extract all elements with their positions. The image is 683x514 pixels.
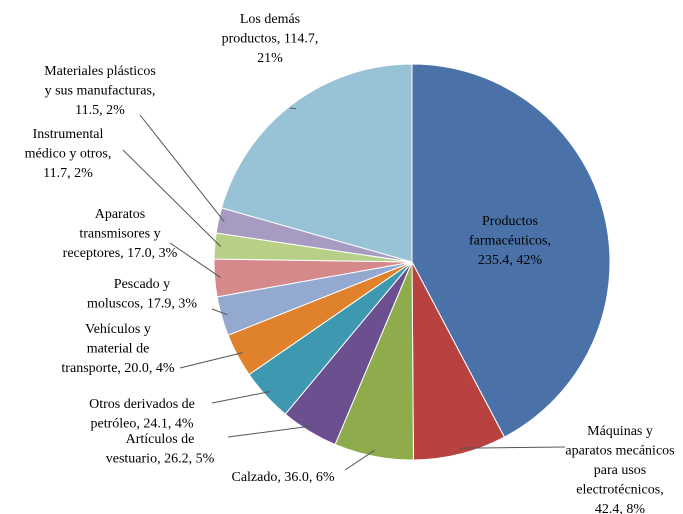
slice-label-line: 11.5, 2% (75, 103, 125, 118)
slice-label-line: moluscos, 17.9, 3% (87, 297, 197, 312)
slice-label: Materiales plásticos y sus manufacturas, 1… (44, 64, 156, 118)
slice-label: Calzado, 36.0, 6% (231, 470, 334, 485)
slice-label: Artículos de vestuario, 26.2, 5% (106, 432, 215, 467)
slice-label-line: Calzado, 36.0, 6% (231, 470, 334, 485)
slice-label-line: productos, 114.7, (222, 32, 319, 47)
slice-label-line: Otros derivados de (89, 397, 195, 412)
slice-label-line: Artículos de (126, 432, 195, 447)
slice-label-line: y sus manufacturas, (45, 84, 156, 99)
slice-label-line: electrotécnicos, (576, 483, 663, 498)
leader-line (169, 242, 221, 278)
slice-label: Otros derivados de petróleo, 24.1, 4% (89, 397, 195, 432)
leader-line (289, 107, 297, 110)
leader-line (227, 425, 313, 438)
slice-label-line: Pescado y (114, 277, 170, 292)
slice-label-line: 235.4, 42% (478, 253, 543, 268)
slice-label-line: petróleo, 24.1, 4% (90, 417, 193, 432)
slice-label-line: vestuario, 26.2, 5% (106, 452, 215, 467)
leader-line (139, 114, 225, 222)
slice-label: Los demás productos, 114.7, 21% (222, 12, 319, 66)
leader-line (211, 308, 228, 316)
leader-line (122, 149, 221, 247)
slice-label: Productos farmacéuticos, 235.4, 42% (469, 214, 551, 268)
slice-label-line: aparatos mecánicos (565, 444, 674, 459)
slice-label: Pescado y moluscos, 17.9, 3% (87, 277, 197, 312)
pie-slice (411, 63, 611, 438)
pie-slice (220, 63, 413, 263)
slice-label: Máquinas y aparatos mecánicos para usos ele… (565, 424, 674, 514)
slice-label-line: Productos (482, 214, 538, 229)
pie-slice (411, 261, 506, 461)
slice-label-line: Instrumental (33, 127, 104, 142)
slice-label-line: receptores, 17.0, 3% (63, 246, 178, 261)
slice-label-line: Los demás (240, 12, 300, 27)
slice-label-line: material de (87, 342, 150, 357)
slice-label-line: transporte, 20.0, 4% (61, 361, 174, 376)
slice-label: Vehículos y material de transporte, 20.0, … (61, 322, 174, 376)
leader-line (211, 391, 271, 404)
slice-label-line: Aparatos (95, 207, 146, 222)
slice-label-line: Máquinas y (587, 424, 653, 439)
slice-label-line: 21% (257, 51, 283, 66)
leader-line (344, 449, 375, 471)
slice-label: Instrumental médico y otros, 11.7, 2% (25, 127, 112, 181)
slice-label-line: farmacéuticos, (469, 234, 551, 249)
leader-line (458, 446, 566, 449)
slice-label-line: médico y otros, (25, 147, 112, 162)
leader-line (179, 352, 243, 369)
slice-label-line: 11.7, 2% (43, 166, 93, 181)
slice-label-line: para usos (594, 463, 647, 478)
slice-label-line: Materiales plásticos (44, 64, 156, 79)
slice-label-line: Vehículos y (85, 322, 151, 337)
slice-label-line: transmisores y (79, 227, 160, 242)
slice-label: Aparatos transmisores y receptores, 17.0, … (63, 207, 178, 261)
slice-label-line: 42.4, 8% (595, 502, 646, 514)
